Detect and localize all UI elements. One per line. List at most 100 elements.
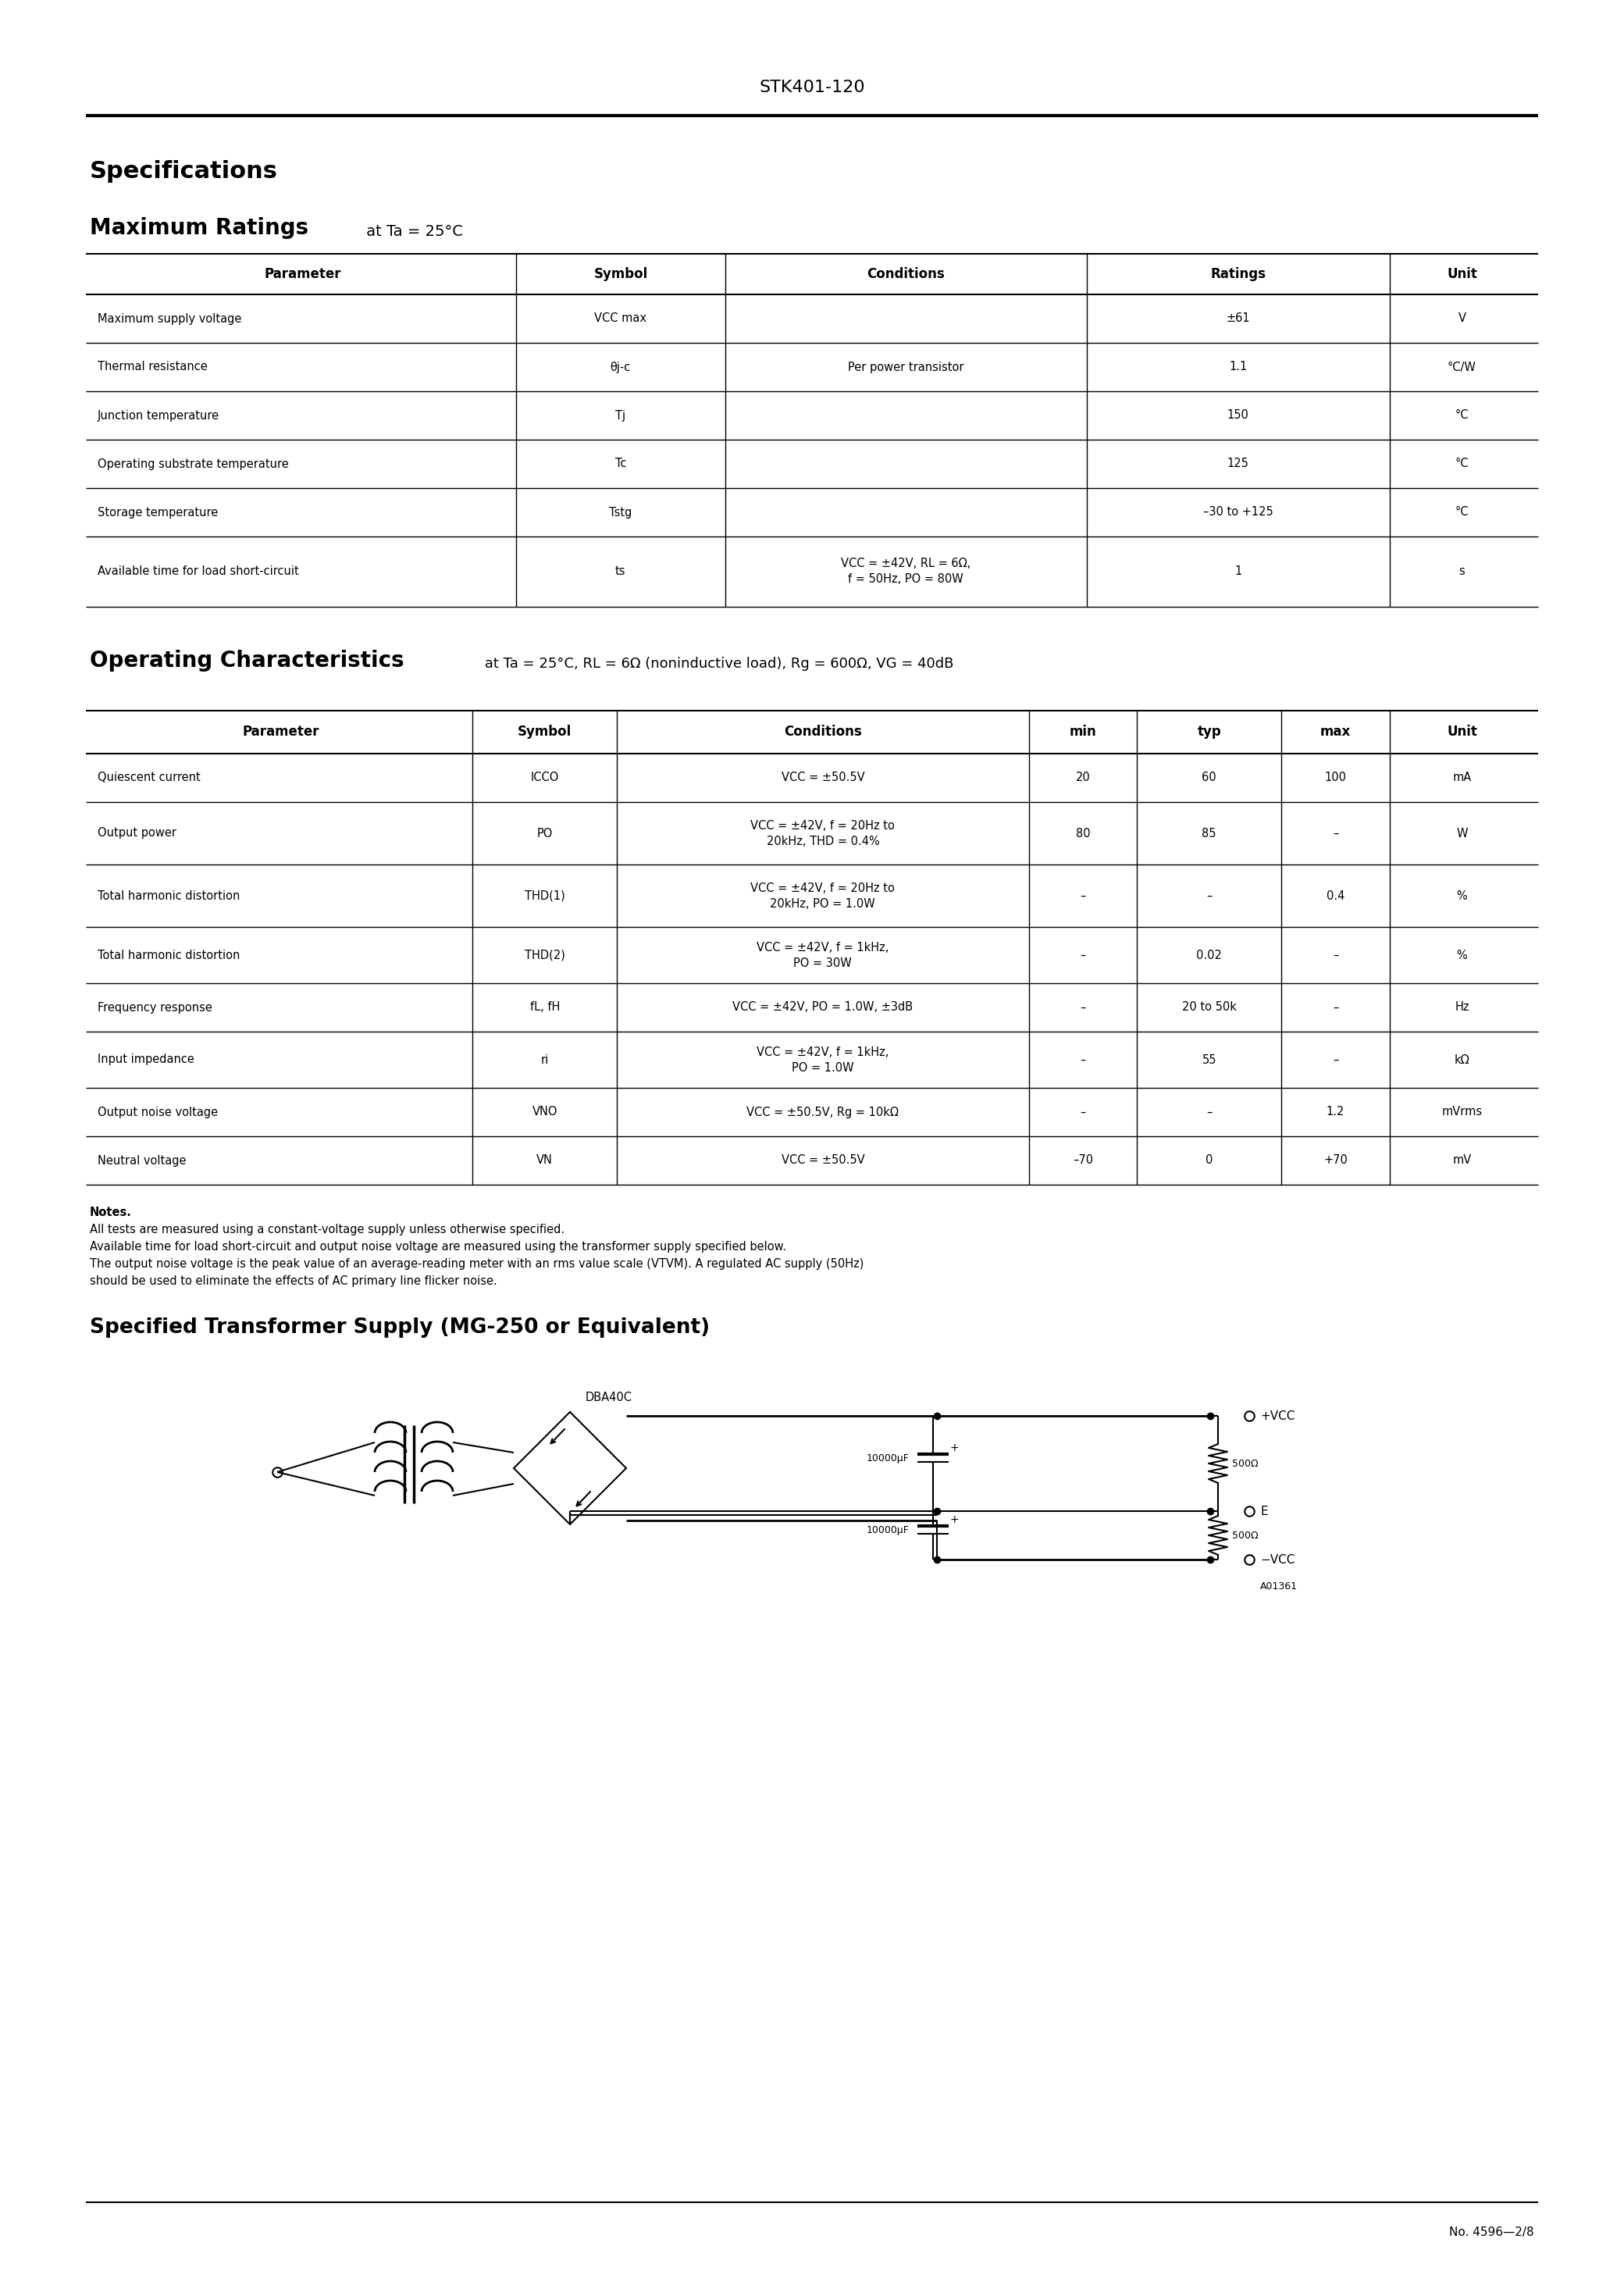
Text: V: V [1458,312,1466,323]
Text: PO: PO [538,827,552,838]
Text: Available time for load short-circuit: Available time for load short-circuit [97,565,299,579]
Text: 20: 20 [1075,772,1090,784]
Text: mV: mV [1452,1155,1471,1166]
Text: PO = 30W: PO = 30W [794,957,853,968]
Text: All tests are measured using a constant-voltage supply unless otherwise specifie: All tests are measured using a constant-… [89,1223,565,1235]
Text: ri: ri [541,1055,549,1066]
Text: Thermal resistance: Thermal resistance [97,362,208,374]
Text: Parameter: Parameter [265,267,341,280]
Text: 1: 1 [1234,565,1242,579]
Text: s: s [1458,565,1465,579]
Text: –: – [1080,1002,1086,1014]
Text: Specifications: Specifications [89,159,278,182]
Text: °C: °C [1455,506,1468,517]
Text: 60: 60 [1202,772,1216,784]
Text: 1.2: 1.2 [1327,1107,1345,1118]
Text: Tj: Tj [615,410,625,421]
Text: Total harmonic distortion: Total harmonic distortion [97,891,240,902]
Text: Specified Transformer Supply (MG-250 or Equivalent): Specified Transformer Supply (MG-250 or … [89,1317,710,1337]
Text: –: – [1080,1107,1086,1118]
Text: 500Ω: 500Ω [1233,1458,1259,1469]
Text: 100: 100 [1325,772,1346,784]
Text: PO = 1.0W: PO = 1.0W [793,1062,854,1073]
Text: +: + [950,1442,960,1453]
Text: Conditions: Conditions [867,267,945,280]
Text: STK401-120: STK401-120 [758,80,866,96]
Text: –: – [1080,950,1086,961]
Text: –: – [1333,1002,1338,1014]
Text: Junction temperature: Junction temperature [97,410,219,421]
Text: –30 to +125: –30 to +125 [1203,506,1273,517]
Text: 55: 55 [1202,1055,1216,1066]
Text: Unit: Unit [1447,724,1478,738]
Text: 20kHz, THD = 0.4%: 20kHz, THD = 0.4% [767,836,879,847]
Text: min: min [1069,724,1096,738]
Text: ts: ts [615,565,625,579]
Text: Operating substrate temperature: Operating substrate temperature [97,458,289,469]
Text: Per power transistor: Per power transistor [848,362,965,374]
Text: –: – [1333,827,1338,838]
Text: The output noise voltage is the peak value of an average-reading meter with an r: The output noise voltage is the peak val… [89,1257,864,1269]
Text: °C: °C [1455,410,1468,421]
Text: Maximum Ratings: Maximum Ratings [89,216,309,239]
Text: Output power: Output power [97,827,177,838]
Text: should be used to eliminate the effects of AC primary line flicker noise.: should be used to eliminate the effects … [89,1276,497,1287]
Text: –: – [1080,891,1086,902]
Text: A01361: A01361 [1260,1581,1298,1592]
Text: VCC = ±42V, f = 20Hz to: VCC = ±42V, f = 20Hz to [750,820,895,831]
Text: Quiescent current: Quiescent current [97,772,200,784]
Text: mA: mA [1452,772,1471,784]
Text: +70: +70 [1324,1155,1348,1166]
Text: ±61: ±61 [1226,312,1250,323]
Text: E: E [1260,1506,1268,1517]
Text: Unit: Unit [1447,267,1478,280]
Text: –70: –70 [1072,1155,1093,1166]
Text: Ratings: Ratings [1210,267,1265,280]
Text: –: – [1333,950,1338,961]
Text: VCC = ±42V, RL = 6Ω,: VCC = ±42V, RL = 6Ω, [841,558,971,570]
Text: max: max [1320,724,1351,738]
Text: No. 4596—2/8: No. 4596—2/8 [1449,2226,1535,2237]
Text: fL, fH: fL, fH [529,1002,560,1014]
Text: +: + [950,1515,960,1526]
Text: Operating Characteristics: Operating Characteristics [89,649,404,672]
Text: Neutral voltage: Neutral voltage [97,1155,187,1166]
Text: VCC = ±42V, f = 1kHz,: VCC = ±42V, f = 1kHz, [757,941,888,952]
Text: –: – [1080,1055,1086,1066]
Text: f = 50Hz, PO = 80W: f = 50Hz, PO = 80W [848,574,963,585]
Text: Symbol: Symbol [594,267,648,280]
Text: VCC = ±42V, f = 20Hz to: VCC = ±42V, f = 20Hz to [750,882,895,893]
Text: 20kHz, PO = 1.0W: 20kHz, PO = 1.0W [770,898,875,909]
Text: W: W [1457,827,1468,838]
Text: Notes.: Notes. [89,1207,132,1219]
Text: 0: 0 [1205,1155,1213,1166]
Text: Storage temperature: Storage temperature [97,506,218,517]
Text: VCC = ±50.5V, Rg = 10kΩ: VCC = ±50.5V, Rg = 10kΩ [747,1107,900,1118]
Text: 85: 85 [1202,827,1216,838]
Text: typ: typ [1197,724,1221,738]
Text: 500Ω: 500Ω [1233,1531,1259,1540]
Text: 1.1: 1.1 [1229,362,1247,374]
Text: VNO: VNO [533,1107,557,1118]
Text: %: % [1457,950,1468,961]
Text: VN: VN [536,1155,552,1166]
Text: Tstg: Tstg [609,506,632,517]
Text: +VCC: +VCC [1260,1410,1294,1421]
Text: −VCC: −VCC [1260,1554,1294,1565]
Text: 0.02: 0.02 [1197,950,1221,961]
Text: Frequency response: Frequency response [97,1002,213,1014]
Text: Tc: Tc [615,458,627,469]
Text: at Ta = 25°C: at Ta = 25°C [362,223,463,239]
Text: 10000μF: 10000μF [867,1524,909,1535]
Text: Parameter: Parameter [242,724,320,738]
Text: VCC = ±50.5V: VCC = ±50.5V [781,1155,864,1166]
Text: –: – [1207,1107,1212,1118]
Text: 80: 80 [1075,827,1090,838]
Text: 125: 125 [1228,458,1249,469]
Text: °C: °C [1455,458,1468,469]
Text: kΩ: kΩ [1455,1055,1470,1066]
Text: Maximum supply voltage: Maximum supply voltage [97,312,242,323]
Text: VCC = ±42V, PO = 1.0W, ±3dB: VCC = ±42V, PO = 1.0W, ±3dB [732,1002,913,1014]
Text: THD(1): THD(1) [525,891,565,902]
Text: mVrms: mVrms [1442,1107,1483,1118]
